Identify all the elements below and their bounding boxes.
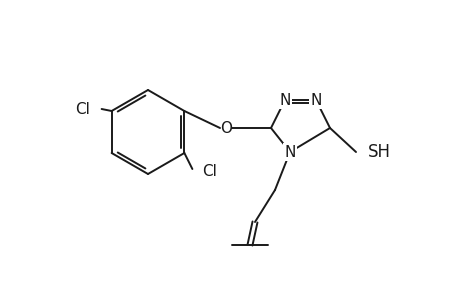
Text: Cl: Cl [202, 164, 217, 178]
Text: N: N [284, 145, 295, 160]
Text: O: O [219, 121, 231, 136]
Text: SH: SH [367, 143, 390, 161]
Text: N: N [279, 92, 290, 107]
Text: Cl: Cl [75, 101, 90, 116]
Text: N: N [310, 92, 321, 107]
